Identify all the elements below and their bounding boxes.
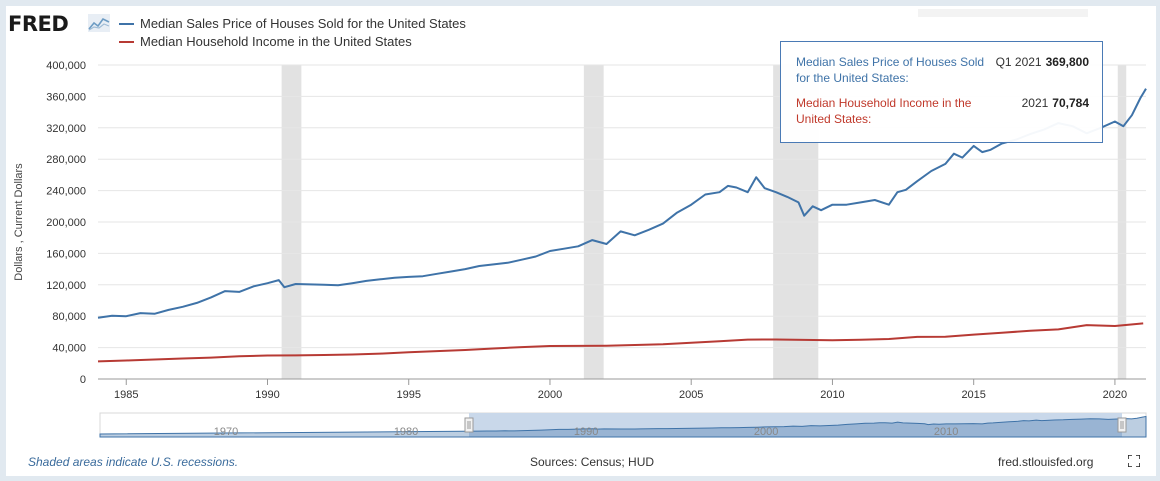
legend-swatch-household-income bbox=[119, 40, 134, 43]
tooltip-number-house-price: 369,800 bbox=[1045, 55, 1089, 69]
y-tick-label: 200,000 bbox=[46, 217, 86, 229]
x-tick-label: 1985 bbox=[114, 389, 138, 401]
sources-text: Sources: Census; HUD bbox=[530, 455, 655, 469]
navigator-selection[interactable] bbox=[469, 413, 1122, 437]
y-axis-label: Dollars , Current Dollars bbox=[13, 163, 25, 281]
legend-label-house-price: Median Sales Price of Houses Sold for th… bbox=[140, 16, 466, 31]
recession-note: Shaded areas indicate U.S. recessions. bbox=[28, 455, 239, 469]
y-tick-label: 400,000 bbox=[46, 60, 86, 72]
chart-toolbar-strip bbox=[918, 9, 1088, 17]
y-tick-label: 160,000 bbox=[46, 248, 86, 260]
x-tick-label: 2015 bbox=[961, 389, 985, 401]
y-axis-ticks: 0 40,000 80,000 120,000 160,000 200,000 240,00… bbox=[46, 60, 86, 386]
tooltip-date-house-price: Q1 2021 bbox=[995, 55, 1042, 69]
y-tick-label: 360,000 bbox=[46, 91, 86, 103]
navigator-series bbox=[99, 415, 1147, 438]
navigator: 1970 1980 1990 2000 2010 bbox=[99, 412, 1147, 438]
legend-item-household-income[interactable]: Median Household Income in the United St… bbox=[119, 34, 412, 49]
y-tick-label: 320,000 bbox=[46, 123, 86, 135]
fred-chart-logo-icon bbox=[88, 14, 110, 32]
series-lines bbox=[97, 88, 1147, 363]
legend-label-household-income: Median Household Income in the United St… bbox=[140, 34, 412, 49]
y-tick-label: 40,000 bbox=[52, 343, 86, 355]
tooltip-value-household-income: 2021 70,784 bbox=[1022, 95, 1089, 111]
legend-item-house-price[interactable]: Median Sales Price of Houses Sold for th… bbox=[119, 16, 466, 31]
navigator-tick-label: 2010 bbox=[934, 426, 958, 438]
navigator-tick-label: 1990 bbox=[574, 426, 598, 438]
x-axis-ticks: 1985 1990 1995 2000 2005 2010 2015 2020 bbox=[114, 379, 1127, 401]
x-tick-label: 1995 bbox=[396, 389, 420, 401]
navigator-tick-label: 1970 bbox=[214, 426, 238, 438]
tooltip-series-name-household-income: Median Household Income in the United St… bbox=[796, 96, 972, 126]
x-tick-label: 2005 bbox=[679, 389, 703, 401]
tooltip-number-household-income: 70,784 bbox=[1052, 96, 1089, 110]
y-tick-label: 80,000 bbox=[52, 311, 86, 323]
tooltip-value-house-price: Q1 2021 369,800 bbox=[996, 54, 1089, 70]
fullscreen-icon[interactable] bbox=[1128, 455, 1140, 467]
navigator-tick-label: 2000 bbox=[754, 426, 778, 438]
x-tick-label: 2020 bbox=[1103, 389, 1127, 401]
tooltip-date-household-income: 2021 bbox=[1021, 96, 1049, 110]
legend-swatch-house-price bbox=[119, 22, 134, 25]
y-tick-label: 280,000 bbox=[46, 154, 86, 166]
navigator-tick-label: 1980 bbox=[394, 426, 418, 438]
series-line-household-income[interactable] bbox=[97, 322, 1144, 363]
y-tick-label: 120,000 bbox=[46, 280, 86, 292]
navigator-handle-left[interactable] bbox=[464, 417, 474, 433]
navigator-handle-right[interactable] bbox=[1117, 417, 1127, 433]
tooltip-series-name-house-price: Median Sales Price of Houses Sold for th… bbox=[796, 55, 985, 85]
x-tick-label: 2000 bbox=[538, 389, 562, 401]
x-tick-label: 2010 bbox=[820, 389, 844, 401]
chart-header: FRED Median Sales Price of Houses Sold f… bbox=[6, 6, 1156, 56]
site-link[interactable]: fred.stlouisfed.org bbox=[998, 455, 1094, 469]
fred-logo[interactable]: FRED bbox=[8, 12, 69, 36]
x-tick-label: 1990 bbox=[255, 389, 279, 401]
series-line-house-price[interactable] bbox=[97, 88, 1147, 319]
y-tick-label: 240,000 bbox=[46, 186, 86, 198]
tooltip: Median Sales Price of Houses Sold for th… bbox=[780, 41, 1103, 143]
y-tick-label: 0 bbox=[80, 374, 86, 386]
